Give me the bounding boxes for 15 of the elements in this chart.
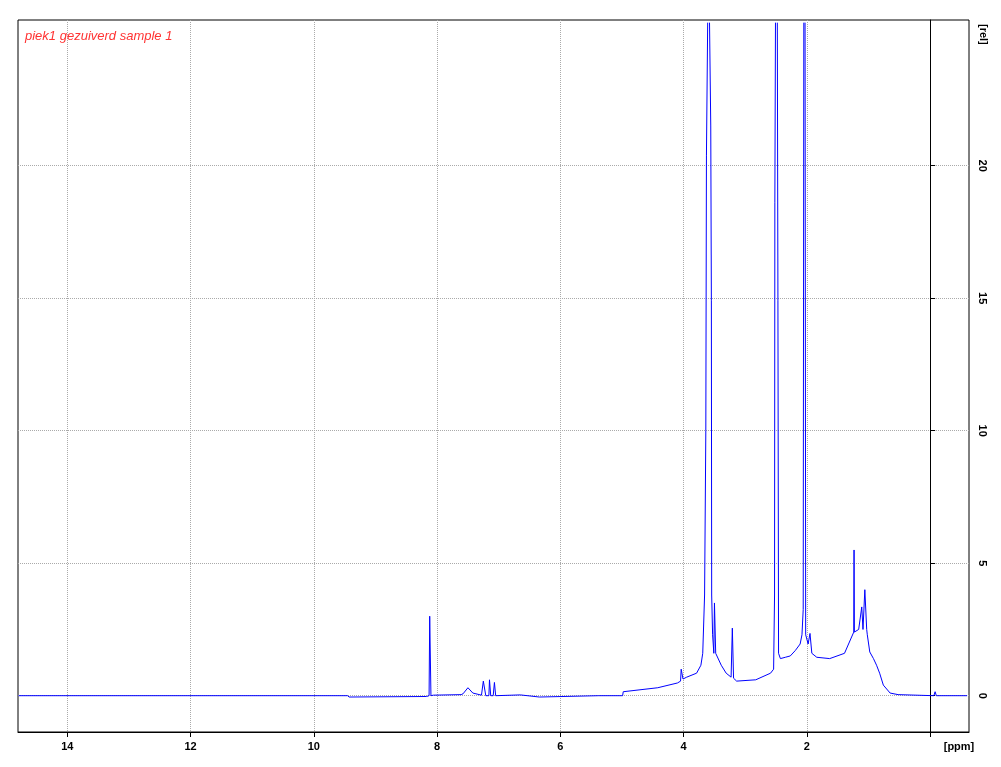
x-tick-label: 2 — [803, 739, 810, 752]
x-tick-label: 14 — [61, 739, 75, 752]
x-tick-label: 4 — [680, 739, 688, 752]
x-tick-label: 8 — [434, 739, 441, 752]
x-tick-label: 6 — [557, 739, 564, 752]
x-axis-title: [ppm] — [943, 740, 975, 752]
y-tick-label: 15 — [976, 292, 989, 305]
y-axis-title: [rel] — [978, 24, 990, 46]
y-tick-label: 10 — [976, 424, 989, 437]
y-tick-label: 5 — [976, 560, 989, 567]
y-tick-label: 20 — [976, 159, 989, 172]
x-tick-label: 12 — [184, 739, 197, 752]
text: piek1 gezuiverd sample 1 — [24, 28, 173, 43]
x-tick-label: 10 — [307, 739, 320, 752]
y-tick-label: 0 — [976, 692, 989, 699]
